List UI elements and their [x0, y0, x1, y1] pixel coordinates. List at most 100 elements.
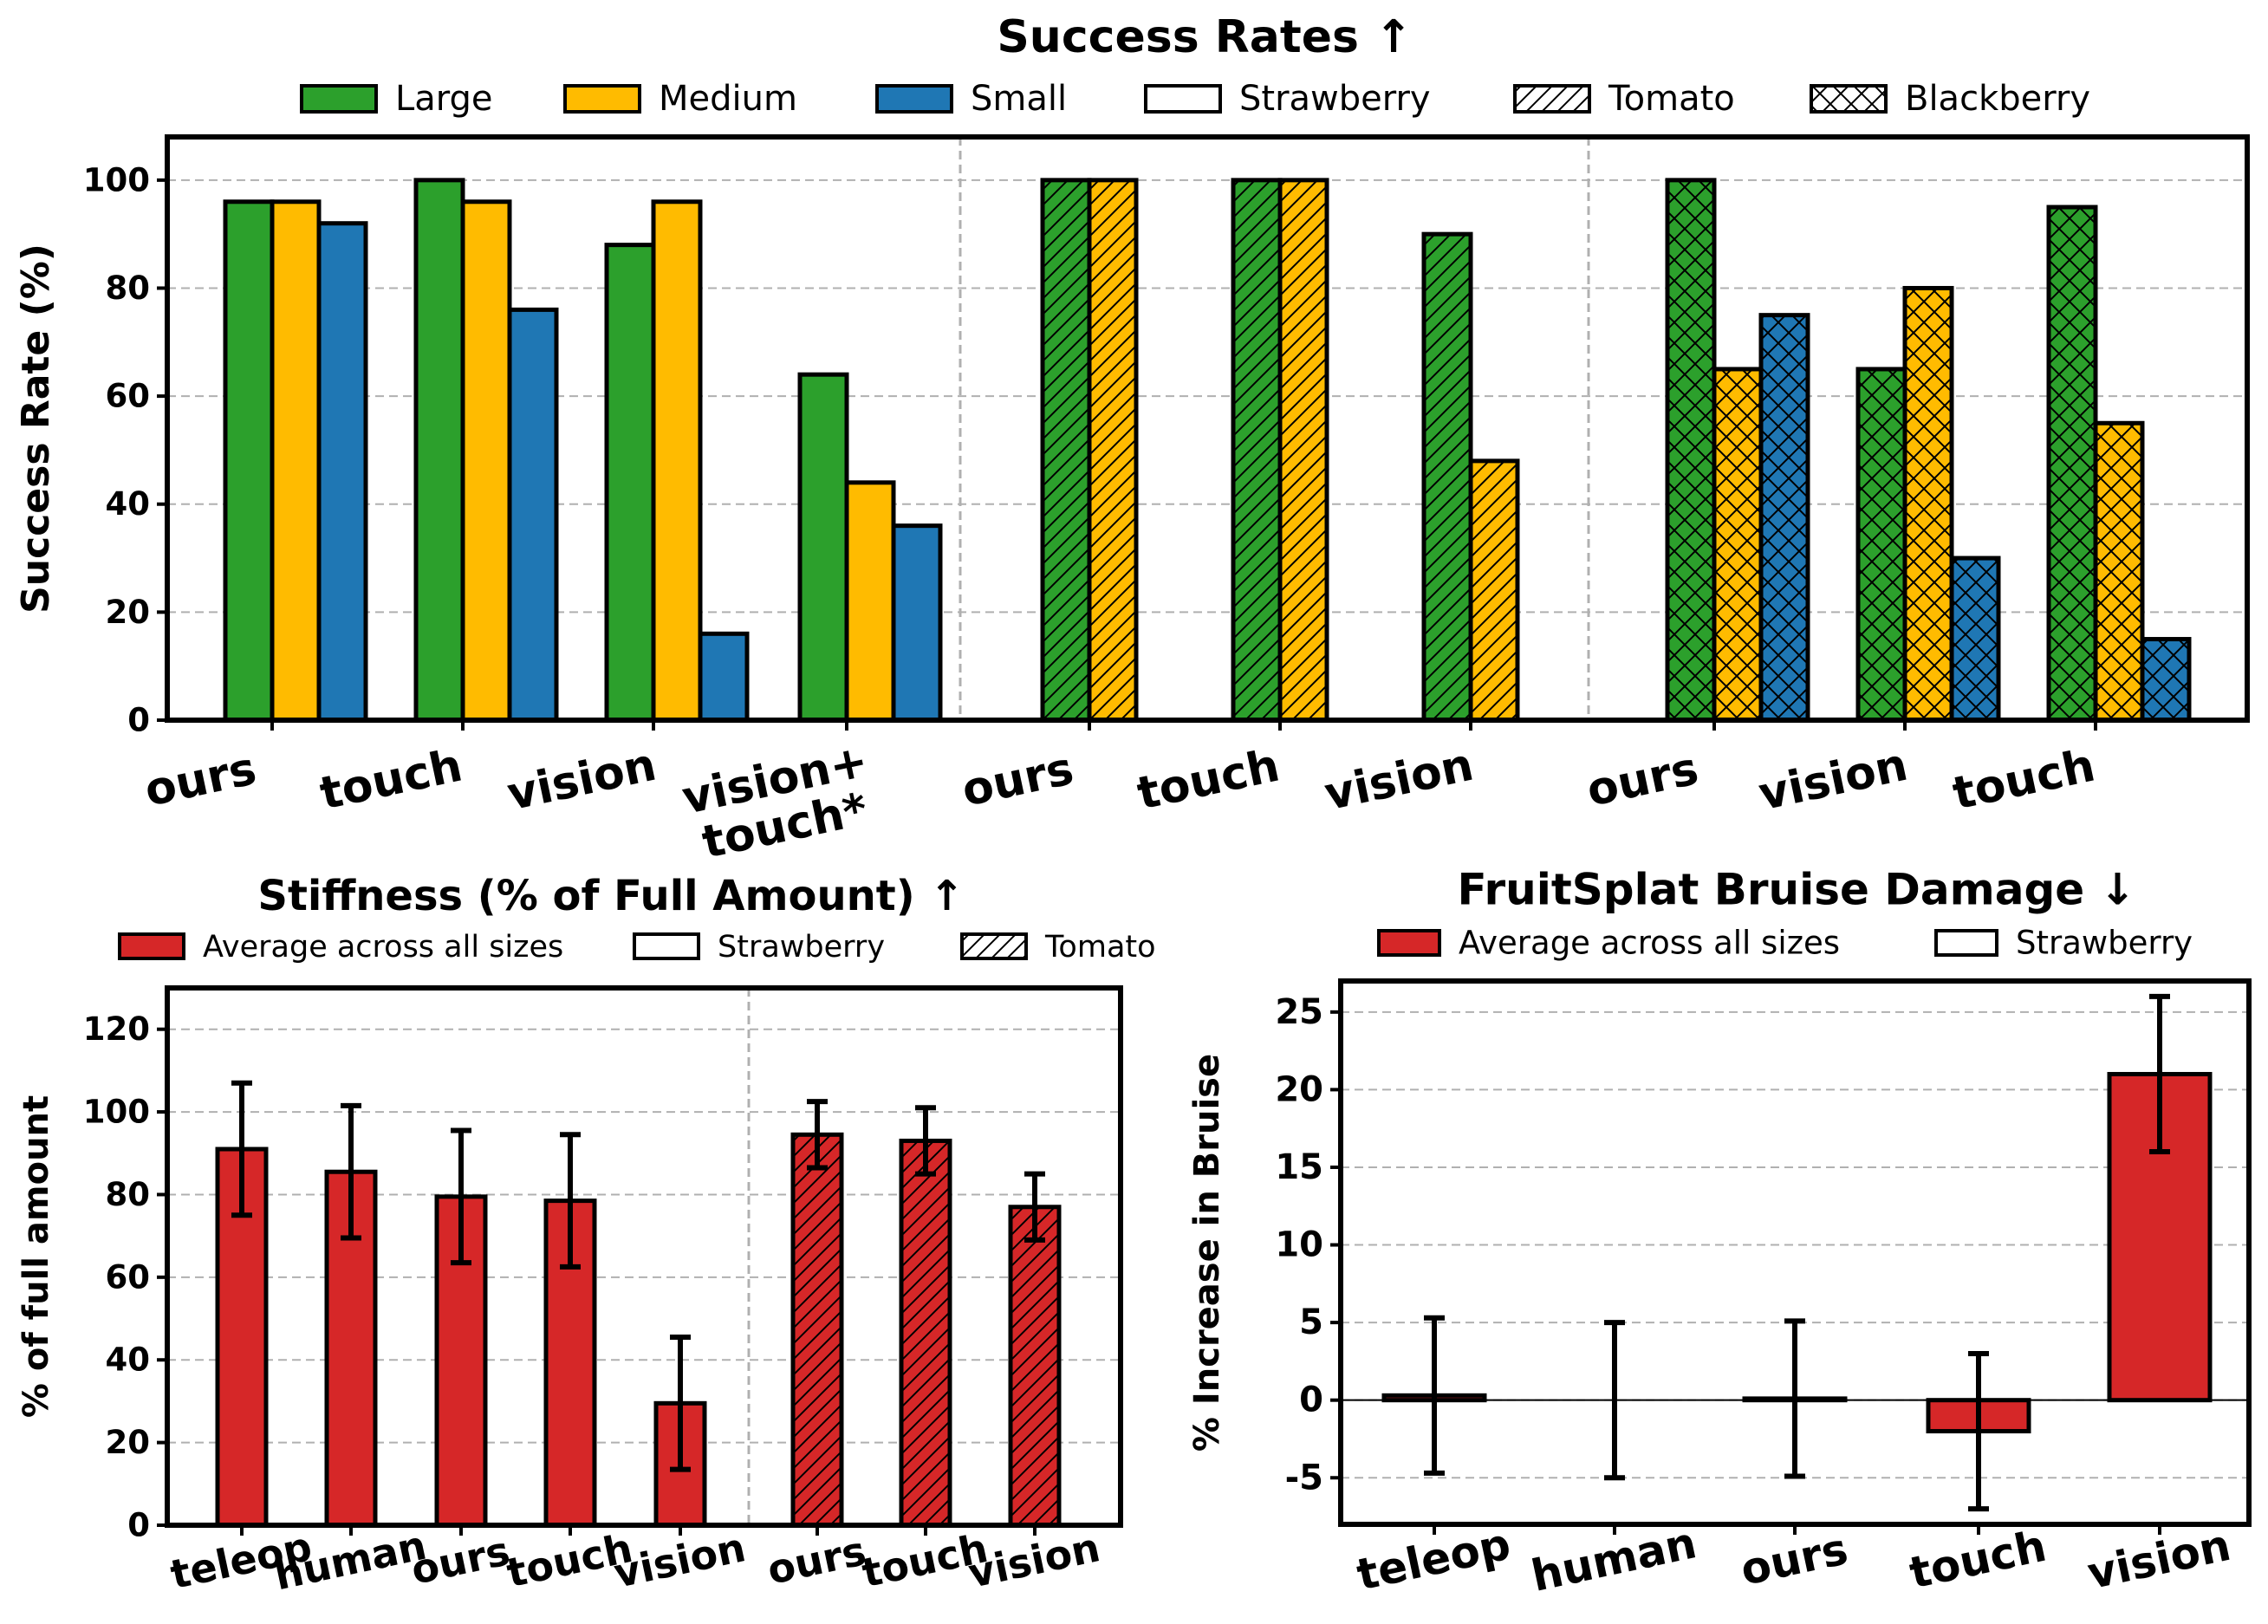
y-axis-label: Success Rate (%): [14, 244, 58, 614]
success-bar-hatch: [1089, 179, 1136, 720]
success-x-label: touch: [315, 740, 466, 821]
success-legend-item-swatch-edge: [875, 84, 953, 114]
axes-frame: [165, 134, 2250, 723]
success-bar: [416, 179, 463, 720]
y-tick-label: 60: [106, 1258, 151, 1296]
success-x-label: ours: [958, 743, 1078, 817]
y-tick-label: 60: [106, 378, 151, 415]
y-tick-label: 80: [106, 1176, 151, 1213]
success-bar-hatch: [2096, 423, 2142, 720]
success-bar-hatch: [1714, 368, 1761, 720]
success-legend-item-swatch-edge: [300, 84, 378, 114]
bruise-title: FruitSplat Bruise Damage ↓: [1458, 865, 2136, 915]
success-x-label: touch: [1948, 740, 2099, 821]
stiffness-x-label: ours: [764, 1527, 870, 1594]
stiffness-bar-hatch: [1011, 1206, 1059, 1525]
success-bar-hatch: [1858, 368, 1905, 720]
bruise-legend-item-label: Strawberry: [2016, 925, 2193, 962]
bruise-legend-item-swatch: [1936, 931, 1997, 955]
success-legend-item-label: Small: [971, 79, 1067, 119]
success-bar: [272, 201, 319, 720]
stiffness-legend-item-swatch-edge: [118, 932, 185, 960]
success-x-label: vision: [1320, 739, 1478, 822]
success-bar: [510, 309, 556, 720]
bruise-x-label: ours: [1736, 1523, 1852, 1595]
success-bar-hatch: [1424, 234, 1471, 721]
success-legend-item-swatch-edge: [1144, 84, 1222, 114]
stiffness-legend-item-swatch-hatch: [962, 934, 1026, 958]
success-bar-hatch: [2049, 207, 2096, 720]
success-bar-hatch: [1952, 558, 1998, 720]
bruise-legend-item-label: Average across all sizes: [1459, 925, 1840, 962]
success-bar-hatch: [1043, 179, 1089, 720]
y-tick-label: 0: [127, 702, 150, 739]
success-bar: [894, 525, 940, 720]
success-legend-item-swatch-edge: [563, 84, 641, 114]
y-tick-label: 10: [1275, 1225, 1323, 1265]
bars-layer: [215, 178, 2213, 1528]
y-tick-label: -5: [1285, 1458, 1323, 1497]
success-x-label: vision: [503, 739, 660, 822]
success-bar: [225, 201, 272, 720]
success-legend-item-swatch-hatch: [1811, 86, 1886, 112]
y-tick-label: 80: [106, 270, 151, 307]
success-legend-item-label: Blackberry: [1905, 79, 2090, 119]
axes-frame-layer: [157, 134, 2252, 1536]
success-legend-item-swatch-hatch: [1515, 86, 1589, 112]
y-tick-label: 100: [83, 1094, 150, 1131]
bruise-legend-item-swatch-edge: [1377, 929, 1441, 957]
stiffness-legend-item-label: Average across all sizes: [203, 930, 563, 965]
success-x-label: ours: [1582, 743, 1703, 817]
success-bar-hatch: [1280, 179, 1327, 720]
success-title: Success Rates ↑: [997, 11, 1412, 63]
success-legend-item-swatch: [877, 86, 952, 112]
y-tick-label: 25: [1275, 992, 1323, 1032]
y-tick-label: 40: [106, 485, 151, 523]
success-bar: [319, 223, 366, 720]
y-tick-label: 0: [127, 1507, 150, 1544]
stiffness-bar-hatch: [901, 1140, 950, 1525]
success-bar-hatch: [1667, 179, 1714, 720]
y-axis-label: % of full amount: [16, 1095, 56, 1418]
y-tick-label: 0: [1299, 1380, 1323, 1420]
success-bar: [800, 374, 847, 720]
success-bar-hatch: [1471, 460, 1517, 720]
success-legend-item-label: Tomato: [1608, 79, 1735, 119]
stiffness-legend-item-swatch-edge: [633, 932, 700, 960]
success-legend-item-swatch: [1146, 86, 1220, 112]
y-tick-label: 20: [106, 594, 151, 631]
success-legend-item-swatch: [565, 86, 640, 112]
success-x-label: ours: [140, 743, 261, 817]
axes-frame: [165, 985, 1123, 1528]
stiffness-legend-item-swatch: [120, 934, 184, 958]
stiffness-legend-item-label: Tomato: [1044, 930, 1156, 965]
success-legend-item-swatch-edge: [1810, 84, 1888, 114]
success-bar: [847, 482, 894, 720]
success-bar-hatch: [1905, 288, 1952, 720]
success-bar-hatch: [1761, 315, 1808, 720]
success-legend-item-label: Strawberry: [1239, 79, 1431, 119]
success-bar-hatch: [1233, 179, 1280, 720]
success-bar-hatch: [2142, 639, 2189, 720]
y-tick-label: 15: [1275, 1147, 1323, 1187]
y-tick-label: 40: [106, 1341, 151, 1379]
success-legend-item-label: Medium: [659, 79, 797, 119]
success-legend-item-label: Large: [395, 79, 493, 119]
success-x-label: vision: [1754, 739, 1912, 822]
y-tick-label: 5: [1299, 1302, 1323, 1342]
bruise-legend-item-swatch: [1379, 931, 1439, 955]
success-bar: [653, 201, 700, 720]
success-bar: [700, 633, 747, 720]
success-bar: [607, 244, 653, 720]
stiffness-legend-item-swatch: [634, 934, 699, 958]
success-legend-item-swatch-edge: [1513, 84, 1591, 114]
y-tick-label: 100: [83, 161, 150, 198]
success-legend-item-swatch: [302, 86, 376, 112]
y-tick-label: 120: [83, 1010, 150, 1048]
stiffness-legend-item-label: Strawberry: [718, 930, 885, 965]
stiffness-title: Stiffness (% of Full Amount) ↑: [257, 872, 964, 920]
success-x-label: vision+touch*: [678, 735, 882, 871]
y-axis-label: % Increase in Bruise: [1187, 1054, 1227, 1452]
stiffness-bar-hatch: [793, 1134, 842, 1525]
